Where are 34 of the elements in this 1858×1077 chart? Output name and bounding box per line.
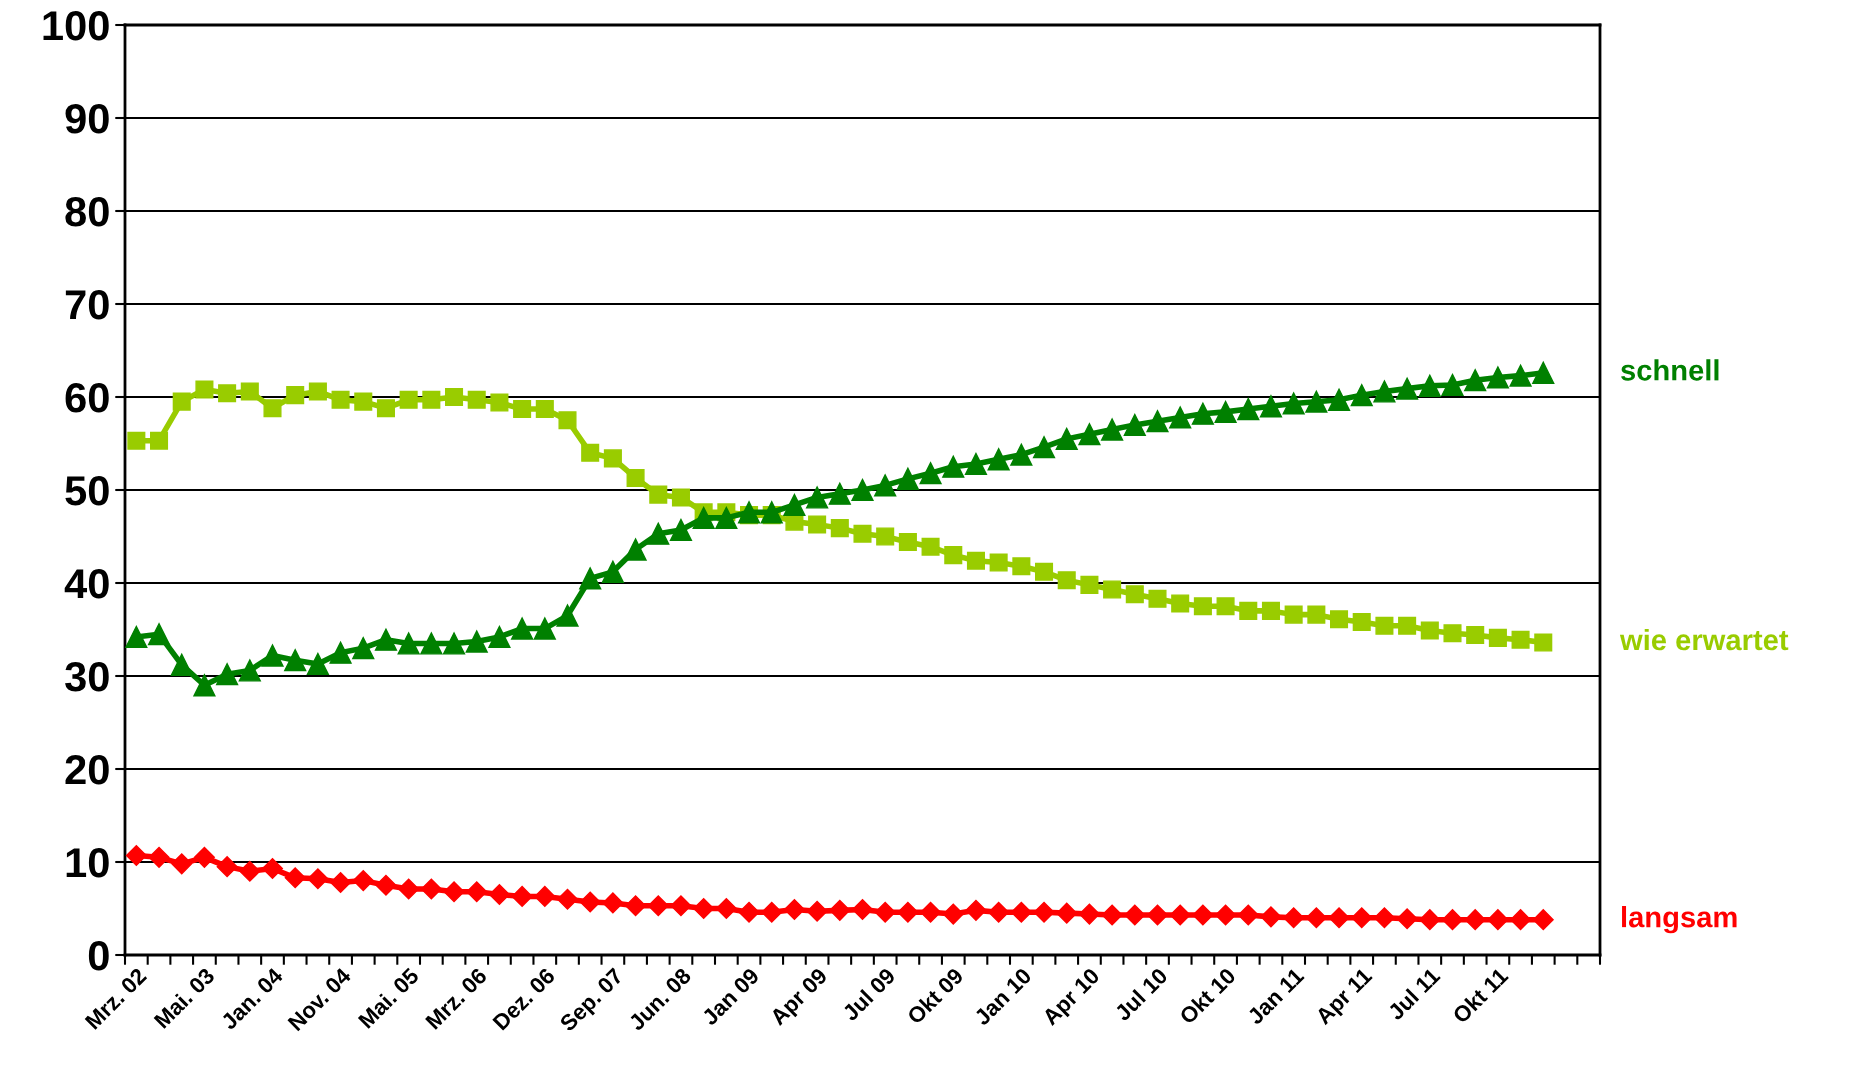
x-tick-label: Jul 09	[840, 966, 897, 1022]
x-tick-label: Jun. 08	[627, 967, 693, 1032]
x-tick-label: Mai. 05	[357, 966, 420, 1029]
x-tick-label: Apr 10	[1041, 967, 1104, 1030]
x-tick-label: Jan 09	[700, 967, 760, 1027]
y-tick-label: 60	[65, 383, 109, 413]
x-tick-label: Apr 09	[769, 967, 832, 1030]
x-tick-label: Apr 11	[1314, 967, 1376, 1029]
x-tick-label: Jul 11	[1386, 966, 1441, 1022]
y-tick-label: 70	[65, 290, 109, 320]
y-tick-label: 30	[65, 662, 109, 692]
x-tick-label: Okt 09	[905, 966, 965, 1026]
x-tick-label: Dez. 06	[492, 967, 556, 1031]
x-tick-label: Mai. 03	[153, 966, 216, 1030]
x-tick-label: Jan 11	[1246, 967, 1305, 1026]
y-tick-label: 90	[65, 104, 109, 134]
y-tick-label: 10	[66, 848, 109, 878]
y-tick-label: 100	[43, 11, 109, 41]
y-tick-label: 40	[64, 569, 109, 599]
y-tick-label: 80	[65, 197, 109, 227]
x-tick-label: Okt 10	[1178, 966, 1237, 1026]
text: langsam	[1622, 906, 1737, 934]
x-tick-label: Jan 10	[973, 967, 1033, 1027]
x-tick-label: Mrz. 06	[424, 967, 488, 1030]
text: schnell	[1621, 359, 1719, 381]
x-tick-label: Jan. 04	[219, 966, 284, 1031]
y-tick-label: 50	[65, 476, 109, 506]
x-tick-label: Sep. 07	[558, 967, 627, 1036]
y-tick-label: 0	[88, 941, 109, 971]
x-tick-label: Nov. 04	[287, 966, 353, 1032]
x-tick-label: Jul 10	[1113, 966, 1169, 1022]
x-tick-label: Okt 11	[1451, 966, 1509, 1025]
y-tick-label: 20	[65, 755, 109, 785]
text: wie erwartet	[1619, 628, 1789, 651]
